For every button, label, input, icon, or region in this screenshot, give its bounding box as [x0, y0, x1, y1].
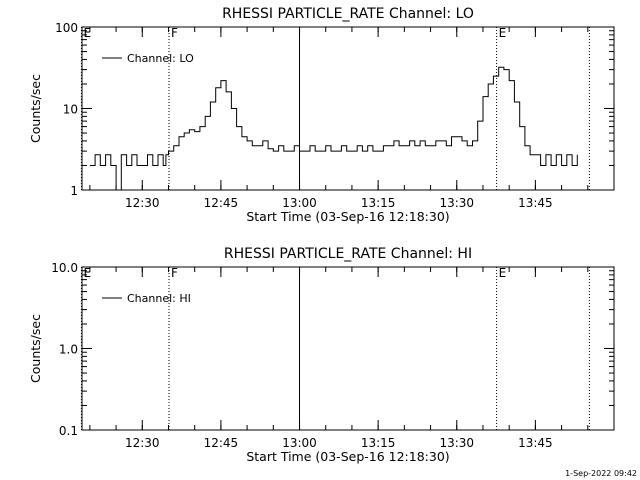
- time-marker-label: E: [83, 266, 91, 280]
- chart-title: RHESSI PARTICLE_RATE Channel: HI: [224, 246, 472, 262]
- chart-panel-1: RHESSI PARTICLE_RATE Channel: LO 1 10 100 12…: [28, 6, 615, 224]
- series-line-1: [89, 66, 578, 191]
- x-axis-label: Start Time (03-Sep-16 12:18:30): [246, 449, 449, 464]
- y-axis-label: Counts/sec: [28, 74, 43, 143]
- x-tick-label: 13:15: [361, 196, 396, 210]
- time-marker-label: F: [171, 266, 178, 280]
- timestamp-label: 1-Sep-2022 09:42: [565, 469, 637, 478]
- y-tick-label: 10: [63, 103, 78, 117]
- x-tick-label: 12:45: [204, 436, 239, 450]
- time-marker-label: E: [83, 26, 91, 40]
- chart-title: RHESSI PARTICLE_RATE Channel: LO: [222, 6, 474, 22]
- time-marker-label: E: [499, 266, 507, 280]
- time-marker-label: F: [171, 26, 178, 40]
- legend-label: Channel: HI: [127, 292, 191, 305]
- x-tick-label: 12:30: [125, 196, 160, 210]
- x-tick-label: 13:30: [439, 196, 474, 210]
- chart-panel-2: RHESSI PARTICLE_RATE Channel: HI 0.1 1.0 10…: [28, 246, 615, 464]
- x-tick-label: 13:30: [439, 436, 474, 450]
- x-axis-label: Start Time (03-Sep-16 12:18:30): [246, 209, 449, 224]
- x-tick-label: 13:45: [518, 196, 553, 210]
- y-tick-label: 10.0: [51, 261, 78, 275]
- x-tick-label: 12:30: [125, 436, 160, 450]
- x-tick-label: 13:00: [282, 196, 317, 210]
- x-tick-label: 13:15: [361, 436, 396, 450]
- x-tick-label: 13:00: [282, 436, 317, 450]
- legend-label: Channel: LO: [127, 52, 194, 65]
- y-tick-label: 100: [55, 21, 78, 35]
- y-tick-label: 0.1: [59, 424, 78, 438]
- y-tick-label: 1: [70, 184, 78, 198]
- time-marker-label: E: [499, 26, 507, 40]
- x-tick-label: 13:45: [518, 436, 553, 450]
- y-tick-label: 1.0: [59, 343, 78, 357]
- y-axis-label: Counts/sec: [28, 314, 43, 383]
- x-tick-label: 12:45: [204, 196, 239, 210]
